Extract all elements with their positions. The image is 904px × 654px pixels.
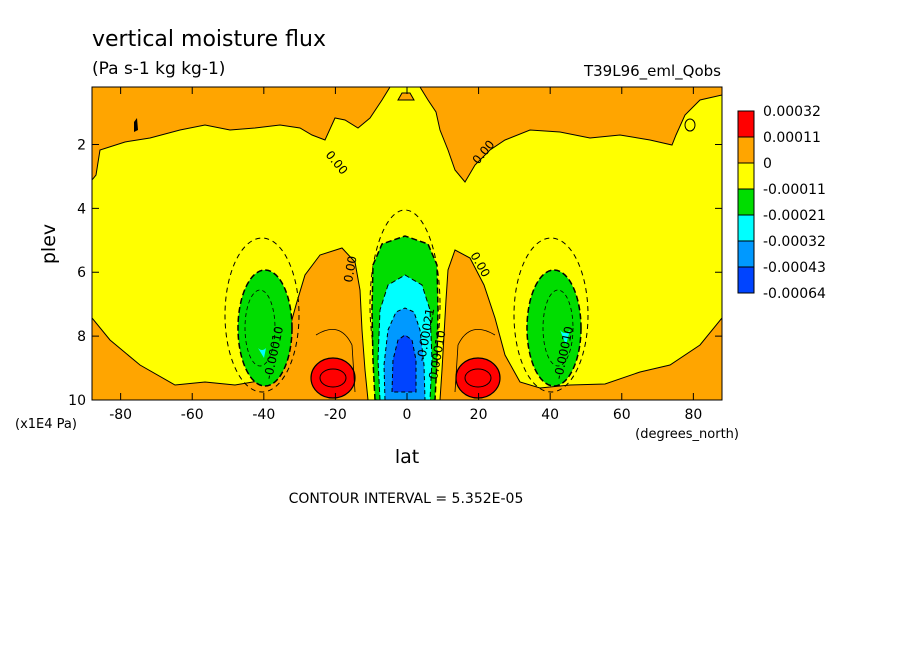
legend-label: 0.00011 (763, 130, 821, 146)
y-tick-label: 2 (77, 137, 86, 153)
y-axis-units: (x1E4 Pa) (15, 417, 77, 432)
strong-positive-cell-right (455, 357, 501, 399)
positive-region-bottom-left (92, 247, 369, 400)
y-axis-label: plev (38, 224, 60, 264)
x-tick-label: -60 (181, 407, 204, 423)
negative-cell-left (237, 269, 293, 387)
y-tick-label: 10 (68, 393, 86, 409)
color-legend: 0.00032 0.00011 0 -0.00011 -0.00021 -0.00032 -… (737, 104, 826, 302)
legend-label: 0.00032 (763, 104, 821, 120)
x-tick-label: -80 (109, 407, 132, 423)
positive-region-top-right (419, 87, 722, 183)
dashed-contour-right (513, 237, 589, 393)
plot-area: 0.00 0.00 0.00 0.00 -0.00010 -0.00010 0.… (92, 87, 722, 400)
inner-contour-red-left (319, 368, 347, 388)
legend-label: -0.00021 (763, 208, 826, 224)
chart-title: vertical moisture flux (92, 27, 326, 52)
x-tick-label: 80 (684, 407, 702, 423)
y-tick-label: 8 (77, 329, 86, 345)
x-axis-units: (degrees_north) (635, 427, 739, 442)
inner-contour-right (542, 289, 574, 367)
x-tick-label: 40 (541, 407, 559, 423)
x-tick-label: 20 (470, 407, 488, 423)
small-feature-right (684, 118, 696, 132)
legend-swatch (737, 214, 755, 242)
x-tick-label: 0 (403, 407, 412, 423)
cyan-spot-right (560, 330, 570, 345)
y-tick-label: 4 (77, 201, 86, 217)
legend-swatch (737, 162, 755, 190)
x-axis-label: lat (395, 446, 419, 468)
cyan-spot-left (258, 348, 266, 358)
contour-label: 0.00 (341, 255, 359, 284)
extreme-negative-cell-center (391, 334, 417, 393)
legend-label: -0.00032 (763, 234, 826, 250)
inner-contour-left (244, 289, 276, 367)
legend-swatch (737, 266, 755, 294)
legend-swatch (737, 110, 755, 138)
y-tick-label: 6 (77, 265, 86, 281)
chart-subtitle: (Pa s-1 kg kg-1) (92, 59, 225, 79)
legend-label: -0.00064 (763, 286, 826, 302)
legend-label: 0 (763, 156, 772, 172)
axis-ticks (92, 87, 722, 401)
contour-line-right (454, 328, 496, 393)
strong-positive-cell-left (310, 357, 356, 399)
contour-line-left (315, 328, 356, 393)
inner-contour-red-right (464, 368, 492, 388)
dashed-contour-center (369, 209, 441, 400)
small-feature (134, 118, 138, 132)
dataset-label: T39L96_eml_Qobs (583, 62, 721, 81)
positive-region-top-left (92, 87, 391, 181)
x-tick-label: -40 (252, 407, 275, 423)
positive-region-top-center (397, 92, 415, 101)
legend-label: -0.00043 (763, 260, 826, 276)
legend-swatch (737, 136, 755, 164)
dashed-contour-left (224, 237, 300, 393)
x-tick-label: -20 (324, 407, 347, 423)
legend-label: -0.00011 (763, 182, 826, 198)
contour-interval-note: CONTOUR INTERVAL = 5.352E-05 (289, 491, 524, 507)
x-tick-label: 60 (613, 407, 631, 423)
legend-swatch (737, 240, 755, 268)
axis-tick-labels: -80 -60 -40 -20 0 20 40 60 80 2 4 6 8 10 (68, 137, 702, 423)
legend-swatch (737, 188, 755, 216)
